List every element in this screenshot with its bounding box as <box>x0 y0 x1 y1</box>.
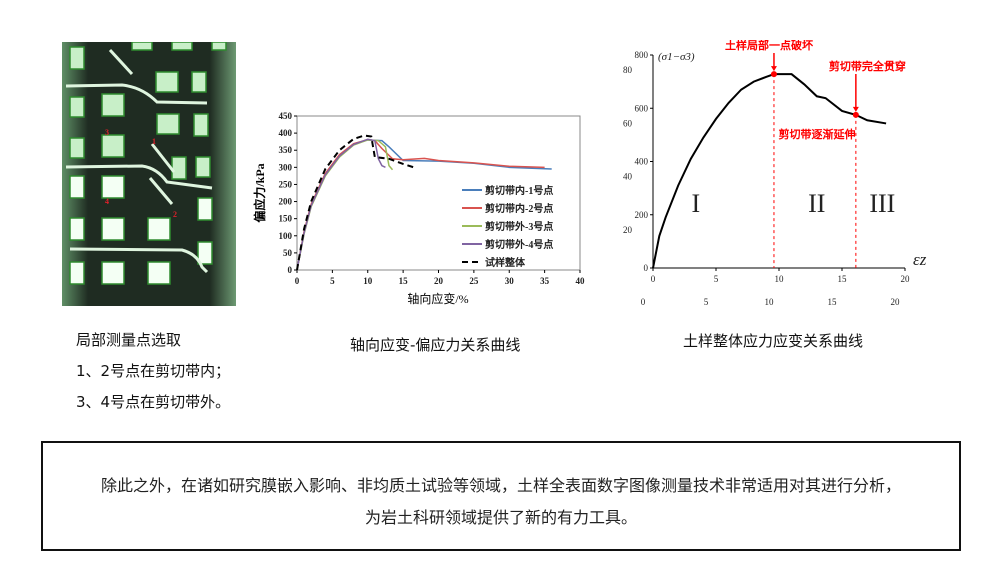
y-tick-label: 100 <box>279 231 293 241</box>
x-tick-label: 0 <box>295 276 300 286</box>
y-axis-label: (σ1−σ3) <box>658 51 695 63</box>
x-tick-label: 25 <box>469 276 479 286</box>
y-tick-label: 50 <box>283 248 293 258</box>
y-tick-label: 200 <box>279 197 293 207</box>
y-tick-label: 0 <box>644 263 649 273</box>
x-tick-label: 5 <box>330 276 335 286</box>
stray-y-tick-label: 60 <box>623 118 633 128</box>
x-tick-label: 10 <box>363 276 373 286</box>
x-tick-label: 5 <box>714 274 719 284</box>
arrow-head-icon <box>770 66 777 72</box>
y-tick-label: 350 <box>279 145 293 155</box>
arrow-head-icon <box>852 106 859 112</box>
y-tick-label: 300 <box>279 162 293 172</box>
specimen-photo: 1 2 3 4 <box>62 42 236 306</box>
stray-y-tick-label: 20 <box>623 225 633 235</box>
x-tick-label: 30 <box>505 276 515 286</box>
stray-x-tick-label: 5 <box>704 297 709 307</box>
x-tick-label: 35 <box>540 276 550 286</box>
x-axis-label: 轴向应变/% <box>407 291 468 306</box>
x-tick-label: 15 <box>838 274 848 284</box>
region-label: I <box>692 189 701 218</box>
stray-x-tick-label: 10 <box>765 297 775 307</box>
middle-chart-caption: 轴向应变-偏应力关系曲线 <box>350 336 521 354</box>
y-tick-label: 600 <box>635 103 649 113</box>
y-tick-label: 250 <box>279 179 293 189</box>
point-label-4: 4 <box>105 197 109 206</box>
marker-label: 剪切带完全贯穿 <box>829 59 906 73</box>
region-label: III <box>869 189 895 218</box>
series-line <box>296 138 386 271</box>
y-tick-label: 0 <box>288 265 293 275</box>
region-label: II <box>808 189 825 218</box>
annotation-label: 剪切带逐渐延伸 <box>779 127 856 141</box>
x-tick-label: 10 <box>775 274 785 284</box>
photo-caption-title: 局部测量点选取 <box>76 331 182 349</box>
y-tick-label: 400 <box>635 157 649 167</box>
marker-point <box>852 111 859 118</box>
photo-caption-line1: 1、2号点在剪切带内； <box>76 362 231 380</box>
marker-point <box>770 71 777 78</box>
stress-strain-chart-points: 0 5 10 15 20 25 30 35 40050100150200250300350400… <box>252 111 586 306</box>
y-tick-label: 800 <box>635 50 649 60</box>
point-label-2: 2 <box>173 210 177 219</box>
point-label-1: 1 <box>152 137 156 146</box>
y-axis-label: 偏应力/kPa <box>252 163 267 222</box>
legend-label: 试样整体 <box>485 256 526 269</box>
x-tick-label: 40 <box>576 276 586 286</box>
summary-line2: 为岩土科研领域提供了新的有力工具。 <box>364 508 637 527</box>
marker-label: 土样局部一点破坏 <box>725 40 813 52</box>
x-tick-label: 15 <box>399 276 409 286</box>
series-line <box>652 73 887 269</box>
legend-label: 剪切带外-3号点 <box>485 220 553 233</box>
y-tick-label: 200 <box>635 210 649 220</box>
y-tick-label: 400 <box>279 128 293 138</box>
summary-box: 除此之外，在诸如研究膜嵌入影响、非均质土试验等领域，土样全表面数字图像测量技术非… <box>41 441 961 551</box>
stray-x-tick-label: 0 <box>641 297 646 307</box>
point-label-3: 3 <box>105 128 109 137</box>
y-tick-label: 150 <box>279 214 293 224</box>
right-chart-caption: 土样整体应力应变关系曲线 <box>683 332 864 350</box>
summary-line1: 除此之外，在诸如研究膜嵌入影响、非均质土试验等领域，土样全表面数字图像测量技术非… <box>100 476 901 495</box>
y-tick-label: 450 <box>279 111 293 121</box>
x-tick-label: 20 <box>901 274 911 284</box>
stray-x-tick-label: 15 <box>828 297 838 307</box>
photo-caption-line2: 3、4号点在剪切带外。 <box>76 393 231 411</box>
series-line <box>296 134 415 271</box>
legend-label: 剪切带内-2号点 <box>485 202 553 215</box>
stray-x-tick-label: 20 <box>891 297 901 307</box>
stray-y-tick-label: 40 <box>623 172 633 182</box>
x-axis-label: εz <box>913 250 927 269</box>
legend-label: 剪切带内-1号点 <box>485 184 553 197</box>
stray-y-tick-label: 80 <box>623 65 633 75</box>
x-tick-label: 0 <box>651 274 656 284</box>
x-tick-label: 20 <box>434 276 444 286</box>
legend-label: 剪切带外-4号点 <box>485 238 553 251</box>
